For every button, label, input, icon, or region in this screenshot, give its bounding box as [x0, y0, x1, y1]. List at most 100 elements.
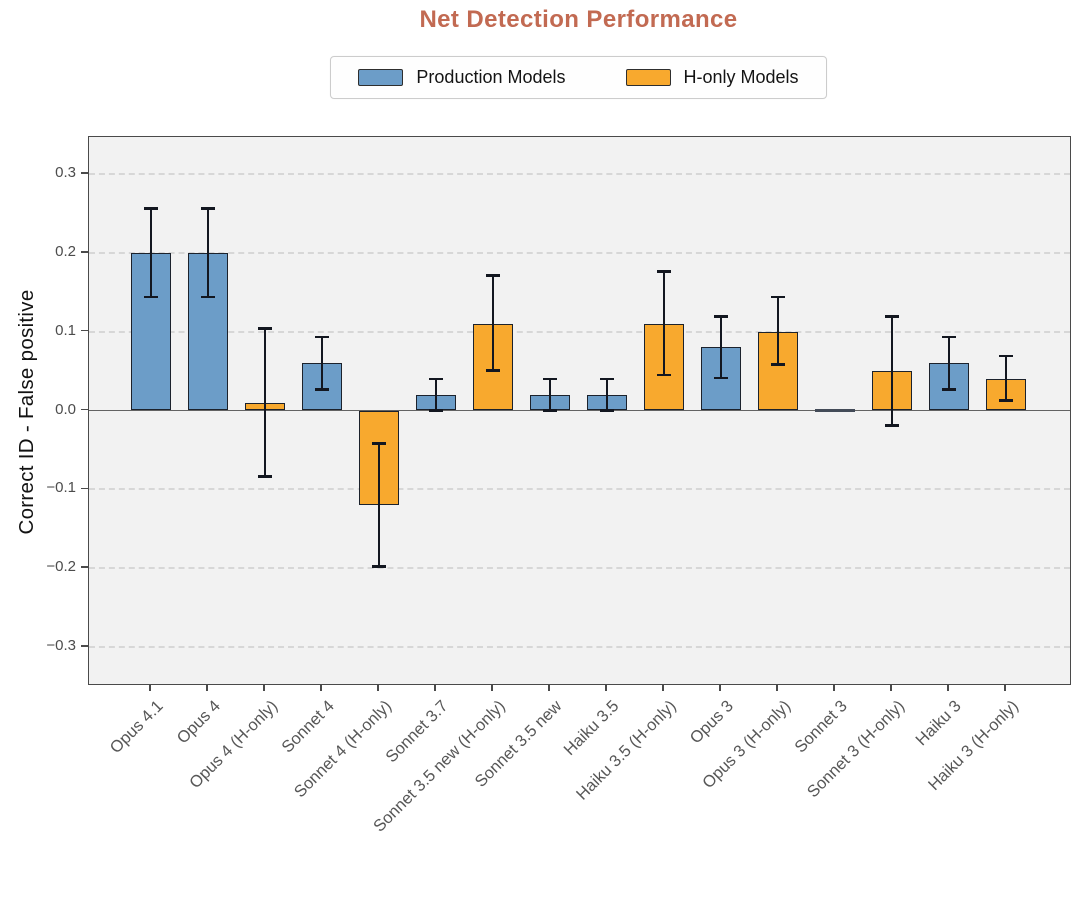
x-tick-mark	[947, 684, 949, 691]
error-bar-cap	[600, 409, 614, 412]
error-bar	[263, 328, 267, 477]
y-tick-label: 0.3	[55, 164, 76, 182]
x-tick-mark	[833, 684, 835, 691]
error-bar-cap	[771, 363, 785, 367]
error-bar	[149, 208, 153, 297]
legend-label-h-only: H-only Models	[683, 67, 799, 87]
y-tick-mark	[81, 172, 88, 174]
error-bar	[605, 378, 609, 411]
error-bar-cap	[657, 270, 671, 274]
gridline	[89, 251, 1070, 254]
x-tick-mark	[491, 684, 493, 691]
legend-label-production: Production Models	[416, 67, 566, 87]
plot-area	[88, 136, 1071, 685]
x-tick-mark	[149, 684, 151, 691]
x-tick-label: Opus 4	[173, 697, 224, 748]
y-tick-label: −0.2	[46, 558, 76, 576]
x-tick-mark	[776, 684, 778, 691]
y-tick-label: 0.1	[55, 321, 76, 339]
x-tick-label: Sonnet 4	[278, 697, 338, 757]
x-tick-mark	[263, 684, 265, 691]
error-bar-cap	[258, 327, 272, 330]
error-bar-cap	[885, 315, 899, 318]
x-tick-mark	[434, 684, 436, 691]
x-tick-mark	[890, 684, 892, 691]
gridline	[89, 645, 1070, 648]
x-tick-mark	[605, 684, 607, 691]
x-tick-mark	[320, 684, 322, 691]
error-bar-cap	[714, 315, 728, 318]
error-bar	[947, 337, 951, 390]
error-bar-cap	[429, 409, 443, 412]
error-bar-cap	[942, 335, 956, 339]
x-tick-label: Opus 3	[686, 697, 737, 748]
x-tick-label: Opus 4.1	[106, 697, 167, 758]
error-bar-cap	[372, 442, 386, 445]
error-bar	[548, 378, 552, 411]
error-bar	[434, 378, 438, 411]
y-tick-label: −0.1	[46, 479, 76, 497]
error-bar-cap	[144, 295, 158, 299]
x-tick-mark	[1004, 684, 1006, 691]
error-bar-cap	[372, 565, 386, 568]
legend-swatch-production-icon	[358, 69, 404, 86]
error-bar-cap	[201, 295, 215, 299]
x-tick-mark	[719, 684, 721, 691]
x-tick-label: Sonnet 4 (H-only)	[290, 697, 395, 802]
error-bar	[377, 443, 381, 567]
error-bar-cap	[315, 335, 329, 339]
error-bar	[491, 275, 495, 371]
legend-row: Production Models H-only Models	[88, 56, 1069, 99]
error-bar-cap	[999, 354, 1013, 358]
error-bar-cap	[543, 377, 557, 381]
x-tick-label: Sonnet 3 (H-only)	[803, 697, 908, 802]
error-bar-cap	[486, 369, 500, 372]
error-bar-cap	[258, 475, 272, 478]
error-bar-cap	[771, 295, 785, 299]
y-tick-label: 0.0	[55, 400, 76, 418]
error-bar-cap	[201, 207, 215, 211]
y-tick-label: 0.2	[55, 242, 76, 260]
gridline	[89, 488, 1070, 491]
error-bar-cap	[144, 207, 158, 211]
legend-swatch-h-only-icon	[625, 69, 671, 86]
x-tick-label: Sonnet 3	[791, 697, 851, 757]
zero-line	[89, 409, 1070, 411]
error-bar-cap	[942, 387, 956, 391]
x-tick-label: Haiku 3.5 (H-only)	[572, 697, 680, 804]
x-tick-mark	[206, 684, 208, 691]
gridline	[89, 173, 1070, 176]
error-bar	[890, 316, 894, 426]
error-bar-cap	[885, 424, 899, 427]
error-bar	[1004, 356, 1008, 401]
error-bar-cap	[999, 398, 1013, 402]
gridline	[89, 567, 1070, 570]
bar-13	[815, 409, 855, 412]
gridline	[89, 330, 1070, 333]
bar-2	[188, 252, 228, 411]
error-bar-cap	[315, 387, 329, 391]
chart-title: Net Detection Performance	[419, 6, 738, 33]
y-tick-mark	[81, 566, 88, 568]
x-tick-label: Haiku 3	[912, 697, 965, 750]
error-bar-cap	[543, 409, 557, 412]
y-tick-mark	[81, 251, 88, 253]
x-tick-mark	[548, 684, 550, 691]
error-bar-cap	[600, 377, 614, 381]
error-bar	[320, 337, 324, 390]
y-tick-mark	[81, 487, 88, 490]
error-bar	[719, 316, 723, 379]
error-bar	[662, 271, 666, 376]
y-tick-mark	[81, 408, 88, 411]
y-tick-label: −0.3	[46, 636, 76, 654]
x-tick-mark	[377, 684, 379, 691]
y-tick-mark	[81, 645, 88, 647]
legend-item-production: Production Models	[358, 67, 566, 88]
error-bar-cap	[714, 376, 728, 380]
error-bar-cap	[486, 274, 500, 277]
legend-item-h-only: H-only Models	[625, 67, 799, 88]
legend: Production Models H-only Models	[330, 56, 827, 99]
error-bar-cap	[657, 373, 671, 377]
